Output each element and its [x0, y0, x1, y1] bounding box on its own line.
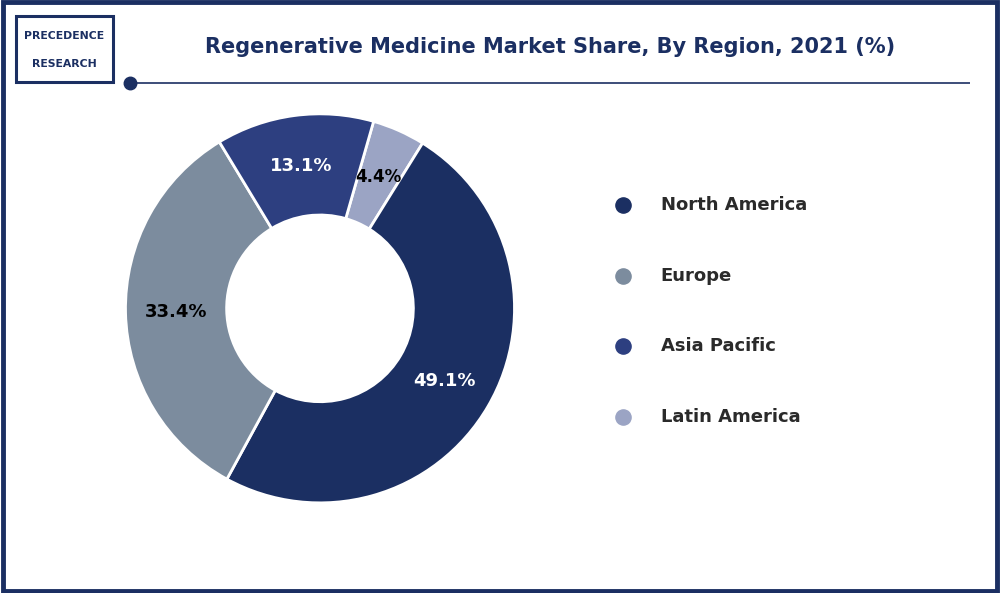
Wedge shape [227, 143, 515, 503]
FancyBboxPatch shape [16, 17, 113, 82]
Wedge shape [125, 142, 275, 479]
Text: 33.4%: 33.4% [145, 302, 207, 321]
Text: Asia Pacific: Asia Pacific [661, 337, 776, 355]
Text: PRECEDENCE: PRECEDENCE [24, 31, 105, 42]
Text: 13.1%: 13.1% [270, 157, 332, 175]
Text: RESEARCH: RESEARCH [32, 59, 97, 69]
Text: North America: North America [661, 196, 807, 214]
Text: Regenerative Medicine Market Share, By Region, 2021 (%): Regenerative Medicine Market Share, By R… [205, 37, 895, 58]
Text: Latin America: Latin America [661, 407, 800, 426]
Wedge shape [219, 114, 374, 228]
Text: 49.1%: 49.1% [413, 372, 476, 390]
Point [989, 197, 1000, 206]
Text: 4.4%: 4.4% [355, 168, 401, 186]
Wedge shape [346, 122, 423, 229]
Text: Europe: Europe [661, 267, 732, 285]
